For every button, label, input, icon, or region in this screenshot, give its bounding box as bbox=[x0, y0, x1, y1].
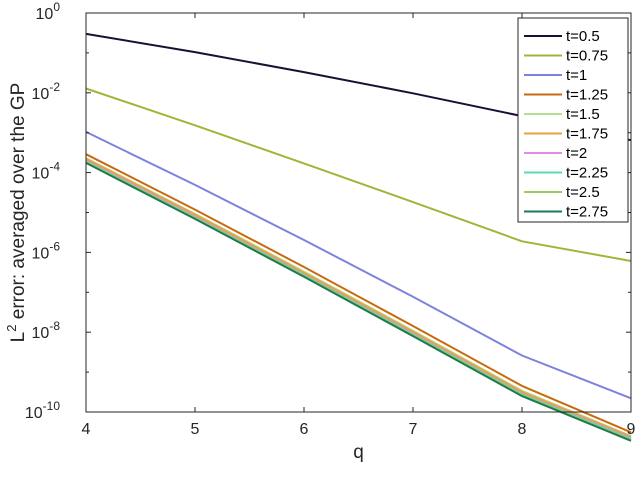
legend-label-7: t=2.25 bbox=[566, 165, 608, 182]
y-axis-title-text: error: averaged over the GP bbox=[8, 83, 29, 325]
x-tick-label-0: 4 bbox=[82, 421, 91, 438]
y-tick-label-4: 10-8 bbox=[32, 319, 61, 342]
y-axis-title-superscript: 2 bbox=[4, 325, 19, 332]
series-line-1 bbox=[85, 87, 632, 262]
legend-items: t=0.5 t=0.75 t=1 t=1.25 t=1.5 t=1.75 t=2 t=2.25… bbox=[524, 28, 608, 221]
legend-label-8: t=2.5 bbox=[566, 184, 600, 201]
legend-label-5: t=1.75 bbox=[566, 126, 608, 143]
series-line-9 bbox=[85, 162, 632, 442]
x-tick-label-4: 8 bbox=[518, 421, 527, 438]
x-axis-title: q bbox=[353, 442, 364, 463]
y-tick-label-2: 10-4 bbox=[32, 160, 61, 183]
legend-label-0: t=0.5 bbox=[566, 28, 600, 45]
y-tick-label-3: 10-6 bbox=[32, 239, 61, 262]
x-tick-label-3: 7 bbox=[409, 421, 418, 438]
legend-label-1: t=0.75 bbox=[566, 48, 608, 65]
legend-label-6: t=2 bbox=[566, 145, 587, 162]
y-tick-label-0: 100 bbox=[36, 0, 61, 23]
legend-label-3: t=1.25 bbox=[566, 87, 608, 104]
y-tick-label-1: 10-2 bbox=[32, 80, 61, 103]
legend-label-2: t=1 bbox=[566, 67, 587, 84]
series-layer bbox=[85, 32, 632, 442]
series-line-3 bbox=[85, 153, 632, 434]
x-tick-label-5: 9 bbox=[627, 421, 636, 438]
y-tick-label-5: 10-10 bbox=[25, 399, 60, 422]
legend: t=0.5 t=0.75 t=1 t=1.25 t=1.5 t=1.75 t=2 t=2.25… bbox=[517, 17, 629, 223]
tick-layer: 4 5 6 7 8 9 100 10-2 10-4 10-6 10-8 10-10 bbox=[25, 0, 636, 438]
x-tick-label-1: 5 bbox=[191, 421, 200, 438]
legend-label-4: t=1.5 bbox=[566, 106, 600, 123]
x-tick-label-2: 6 bbox=[300, 421, 309, 438]
series-line-5 bbox=[85, 158, 632, 438]
y-axis-title-base: L bbox=[8, 332, 29, 343]
y-axis-title: L2 error: averaged over the GP bbox=[4, 83, 29, 343]
legend-label-9: t=2.75 bbox=[566, 204, 608, 221]
legend-box bbox=[517, 17, 629, 223]
series-line-2 bbox=[85, 131, 632, 400]
